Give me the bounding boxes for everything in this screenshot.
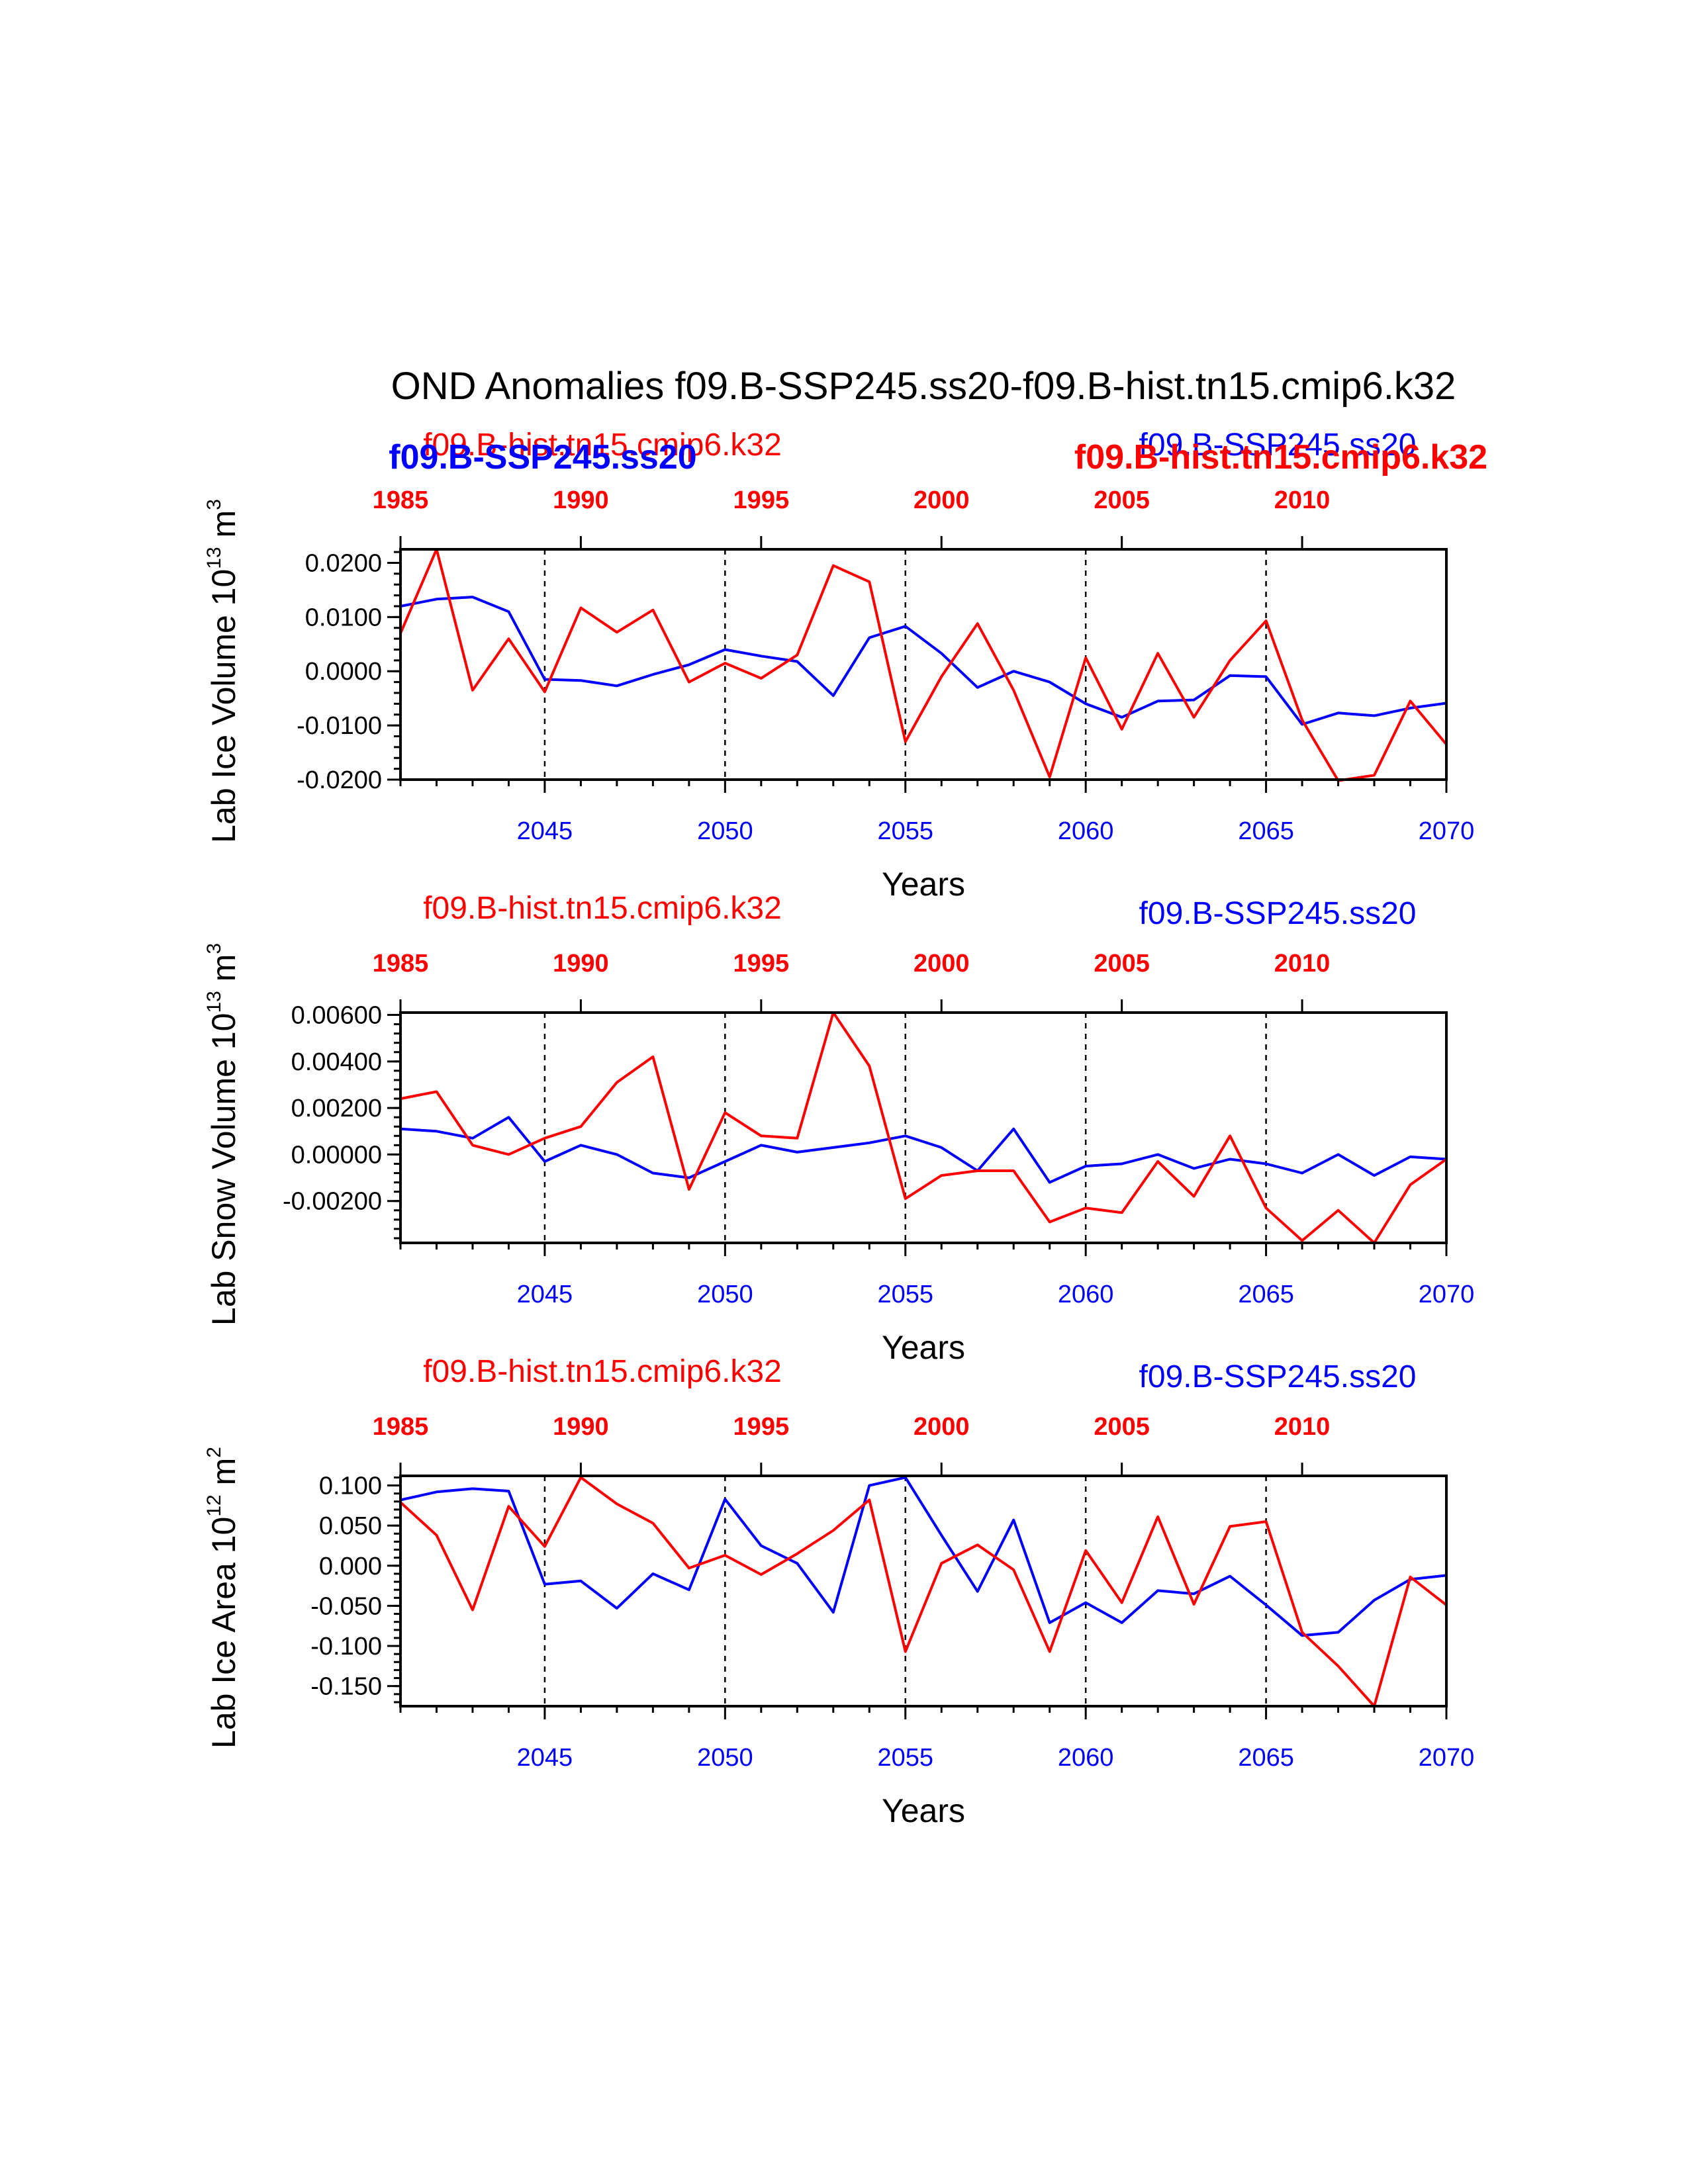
y-tick-label: -0.0100 (297, 712, 382, 740)
top-x-tick-label: 1990 (553, 486, 609, 514)
plot-frame (399, 548, 1448, 781)
top-x-tick-label: 2005 (1094, 486, 1150, 514)
hist-run-label: f09.B-hist.tn15.cmip6.k32 (423, 428, 782, 463)
ssp-run-label: f09.B-SSP245.ss20 (1139, 1359, 1417, 1394)
top-x-tick-label: 1985 (373, 950, 429, 978)
y-tick-label: -0.00200 (283, 1188, 382, 1216)
ssp-run-label: f09.B-SSP245.ss20 (1139, 428, 1417, 463)
y-tick-label: 0.0100 (305, 604, 382, 631)
x-tick-label: 2045 (517, 817, 573, 845)
y-tick-label: 0.0200 (305, 549, 382, 577)
y-axis-label: Lab Ice Volume 1013 m3 (203, 499, 242, 843)
series-line-hist (399, 1476, 1448, 1707)
x-tick-label: 2055 (877, 1744, 933, 1772)
y-tick-label: -0.100 (310, 1633, 382, 1661)
top-x-tick-label: 1995 (733, 486, 790, 514)
x-tick-label: 2060 (1058, 1744, 1114, 1772)
y-tick-label: -0.0200 (297, 766, 382, 794)
y-tick-label: -0.050 (310, 1592, 382, 1620)
ssp-run-label: f09.B-SSP245.ss20 (1139, 896, 1417, 931)
x-tick-label: 2055 (877, 817, 933, 845)
y-tick-label: -0.150 (310, 1673, 382, 1701)
x-tick-label: 2050 (697, 1744, 753, 1772)
top-x-tick-label: 2005 (1094, 1413, 1150, 1441)
y-axis-label: Lab Ice Area 1012 m2 (203, 1447, 242, 1749)
x-tick-label: 2070 (1419, 1744, 1475, 1772)
x-tick-label: 2065 (1238, 817, 1294, 845)
panel-2: 0.00600 0.00400 0.00200 0.00000 -0.00200 2045… (203, 891, 1474, 1366)
x-tick-label: 2070 (1419, 1281, 1475, 1308)
y-tick-label: 0.000 (319, 1553, 382, 1580)
top-x-tick-label: 1995 (733, 950, 790, 978)
top-x-tick-label: 2000 (914, 950, 970, 978)
panels: 0.0200 0.0100 0.0000 -0.0100 -0.0200 2045 2050… (203, 428, 1487, 1829)
top-x-tick-label: 2010 (1274, 486, 1331, 514)
series-line-ssp (400, 1476, 1447, 1637)
hist-run-label: f09.B-hist.tn15.cmip6.k32 (423, 891, 782, 926)
panel-1: 0.0200 0.0100 0.0000 -0.0100 -0.0200 2045 2050… (203, 428, 1487, 903)
x-tick-label: 2055 (877, 1281, 933, 1308)
plot-frame (399, 1011, 1448, 1244)
top-x-tick-label: 2010 (1274, 1413, 1331, 1441)
x-axis-label: Years (882, 866, 965, 903)
x-tick-label: 2045 (517, 1744, 573, 1772)
top-x-tick-label: 1990 (553, 950, 609, 978)
y-tick-label: 0.00400 (291, 1048, 382, 1076)
top-x-tick-label: 2000 (914, 486, 970, 514)
y-tick-label: 0.00200 (291, 1095, 382, 1122)
top-x-tick-label: 2005 (1094, 950, 1150, 978)
x-tick-label: 2045 (517, 1281, 573, 1308)
x-axis-label: Years (882, 1329, 965, 1366)
top-x-tick-label: 2010 (1274, 950, 1331, 978)
hist-run-label: f09.B-hist.tn15.cmip6.k32 (1074, 438, 1487, 477)
top-x-tick-label: 1985 (373, 1413, 429, 1441)
x-tick-label: 2060 (1058, 817, 1114, 845)
ssp-run-label: f09.B-SSP245.ss20 (389, 438, 696, 477)
y-tick-label: 0.050 (319, 1512, 382, 1540)
top-x-tick-label: 1995 (733, 1413, 790, 1441)
x-tick-label: 2050 (697, 817, 753, 845)
series-line-hist (399, 548, 1448, 782)
y-tick-label: 0.100 (319, 1473, 382, 1500)
series-line-ssp (400, 596, 1447, 726)
panel-3: 0.100 0.050 0.000 -0.050 -0.100 -0.150 2045 205… (203, 1354, 1474, 1829)
x-tick-label: 2065 (1238, 1281, 1294, 1308)
x-tick-label: 2070 (1419, 817, 1475, 845)
top-x-tick-label: 2000 (914, 1413, 970, 1441)
y-tick-label: 0.00000 (291, 1141, 382, 1169)
x-tick-label: 2065 (1238, 1744, 1294, 1772)
y-tick-label: 0.0000 (305, 658, 382, 686)
y-axis-label: Lab Snow Volume 1013 m3 (203, 943, 242, 1326)
figure-title: OND Anomalies f09.B-SSP245.ss20-f09.B-hi… (391, 365, 1456, 408)
series-line-ssp (400, 1116, 1447, 1184)
hist-run-label: f09.B-hist.tn15.cmip6.k32 (423, 1354, 782, 1389)
top-x-tick-label: 1985 (373, 486, 429, 514)
top-x-tick-label: 1990 (553, 1413, 609, 1441)
plot-frame (399, 1475, 1448, 1707)
series-line-hist (400, 1011, 1448, 1244)
y-tick-label: 0.00600 (291, 1002, 382, 1030)
x-tick-label: 2050 (697, 1281, 753, 1308)
x-tick-label: 2060 (1058, 1281, 1114, 1308)
x-axis-label: Years (882, 1792, 965, 1829)
